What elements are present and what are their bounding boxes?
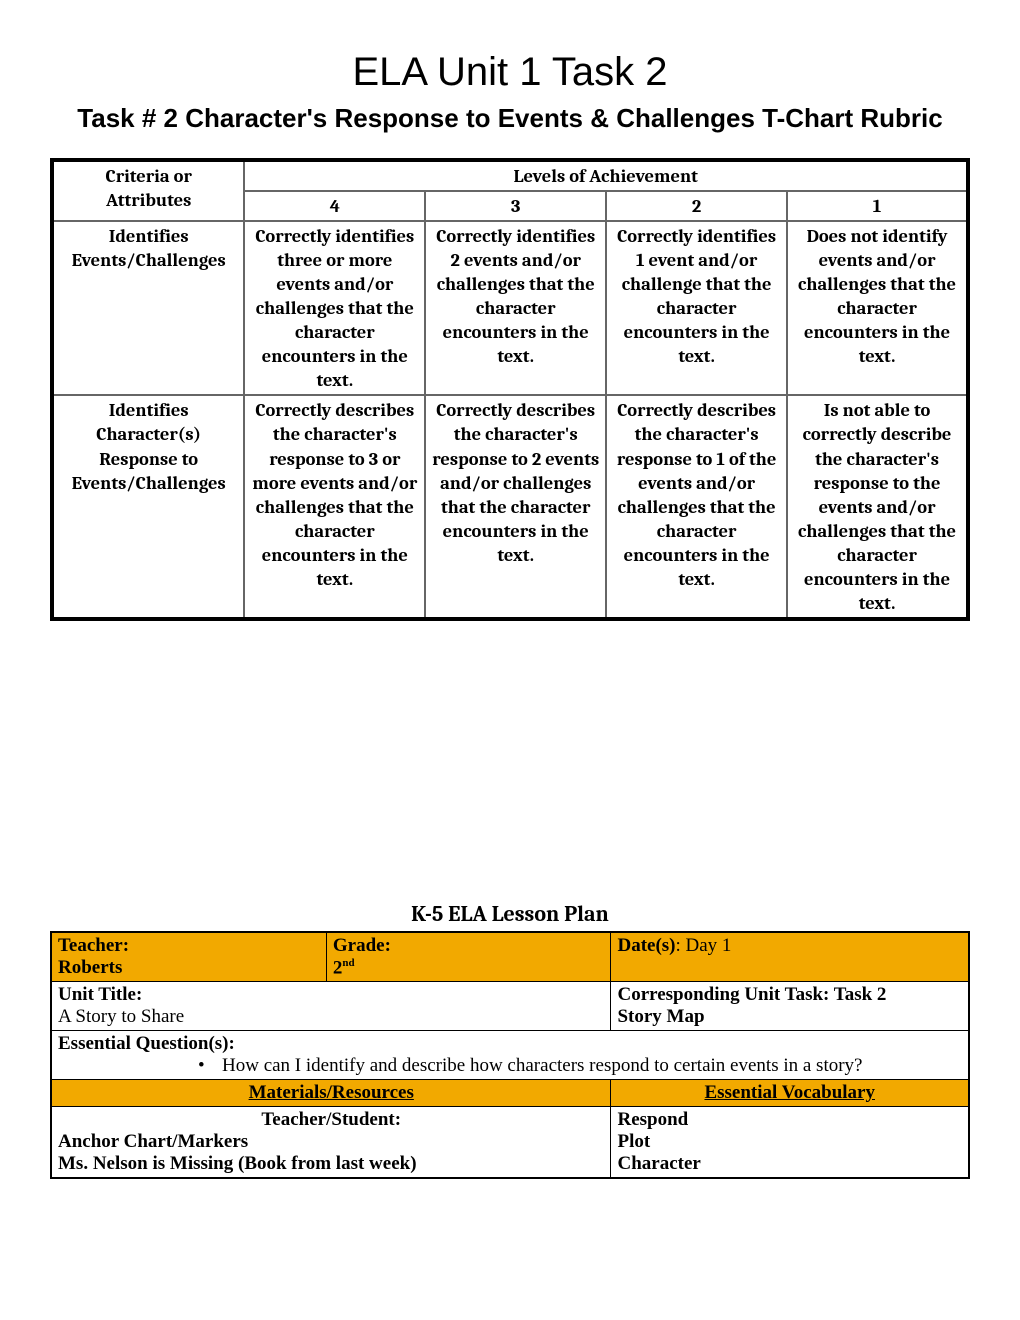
materials-cell: Teacher/Student: Anchor Chart/Markers Ms… xyxy=(51,1107,611,1179)
dates-label: Date(s) xyxy=(617,935,675,956)
lesson-row-teacher: Teacher: Roberts Grade: 2nd Date(s): Day… xyxy=(51,932,969,982)
eq-bullet-text: How can I identify and describe how char… xyxy=(222,1055,862,1077)
vocab-header: Essential Vocabulary xyxy=(611,1080,969,1107)
unit-title-value: A Story to Share xyxy=(58,1006,184,1027)
corr-task-value: Story Map xyxy=(617,1006,704,1027)
rubric-row-1-cell-2: Correctly identifies 1 event and/or chal… xyxy=(606,221,787,395)
corr-task-cell: Corresponding Unit Task: Task 2 Story Ma… xyxy=(611,982,969,1031)
r1-criteria-l1: Identifies xyxy=(109,225,189,247)
lesson-row-content: Teacher/Student: Anchor Chart/Markers Ms… xyxy=(51,1107,969,1179)
materials-l2: Ms. Nelson is Missing (Book from last we… xyxy=(58,1153,604,1175)
rubric-table: Criteria or Attributes Levels of Achieve… xyxy=(50,158,970,621)
r2-criteria-l1: Identifies xyxy=(109,399,189,421)
rubric-row-2-cell-3: Correctly describes the character's resp… xyxy=(425,395,606,618)
eq-cell: Essential Question(s): • How can I ident… xyxy=(51,1031,969,1080)
criteria-header-line2: Attributes xyxy=(106,189,191,211)
materials-subhead: Teacher/Student: xyxy=(58,1109,604,1131)
unit-title-cell: Unit Title: A Story to Share xyxy=(51,982,611,1031)
eq-label: Essential Question(s): xyxy=(58,1033,235,1054)
lesson-row-unit: Unit Title: A Story to Share Correspondi… xyxy=(51,982,969,1031)
bullet-icon: • xyxy=(198,1055,222,1077)
levels-header: Levels of Achievement xyxy=(244,160,968,191)
lesson-row-eq: Essential Question(s): • How can I ident… xyxy=(51,1031,969,1080)
r1-criteria-l2: Events/Challenges xyxy=(72,249,226,271)
grade-label: Grade: xyxy=(333,935,391,956)
rubric-header-row-1: Criteria or Attributes Levels of Achieve… xyxy=(52,160,968,191)
rubric-row-1-criteria: Identifies Events/Challenges xyxy=(52,221,244,395)
rubric-row-2-cell-4: Correctly describes the character's resp… xyxy=(244,395,425,618)
dates-cell: Date(s): Day 1 xyxy=(611,932,969,982)
vocab-l1: Respond xyxy=(617,1109,962,1131)
rubric-row-1-cell-1: Does not identify events and/or challeng… xyxy=(787,221,968,395)
lesson-plan-heading: K-5 ELA Lesson Plan xyxy=(50,901,970,927)
criteria-header: Criteria or Attributes xyxy=(52,160,244,221)
r2-criteria-l3: Response to xyxy=(99,448,198,470)
page-title: ELA Unit 1 Task 2 xyxy=(50,50,970,95)
rubric-row-2-cell-1: Is not able to correctly describe the ch… xyxy=(787,395,968,618)
rubric-row-1: Identifies Events/Challenges Correctly i… xyxy=(52,221,968,395)
rubric-row-2-cell-2: Correctly describes the character's resp… xyxy=(606,395,787,618)
eq-bullet-row: • How can I identify and describe how ch… xyxy=(58,1055,962,1077)
rubric-row-1-cell-4: Correctly identifies three or more event… xyxy=(244,221,425,395)
materials-header: Materials/Resources xyxy=(51,1080,611,1107)
teacher-cell: Teacher: Roberts xyxy=(51,932,326,982)
level-4-header: 4 xyxy=(244,191,425,221)
vocab-cell: Respond Plot Character xyxy=(611,1107,969,1179)
r2-criteria-l4: Events/Challenges xyxy=(72,472,226,494)
rubric-row-2-criteria: Identifies Character(s) Response to Even… xyxy=(52,395,244,618)
lesson-plan-table: Teacher: Roberts Grade: 2nd Date(s): Day… xyxy=(50,931,970,1179)
level-1-header: 1 xyxy=(787,191,968,221)
r2-criteria-l2: Character(s) xyxy=(96,423,201,445)
rubric-row-2: Identifies Character(s) Response to Even… xyxy=(52,395,968,618)
teacher-value: Roberts xyxy=(58,957,122,978)
vocab-l2: Plot xyxy=(617,1131,962,1153)
page-subtitle: Task # 2 Character's Response to Events … xyxy=(50,103,970,134)
corr-task-label: Corresponding Unit Task: Task 2 xyxy=(617,984,886,1005)
grade-value: 2 xyxy=(333,957,343,978)
rubric-row-1-cell-3: Correctly identifies 2 events and/or cha… xyxy=(425,221,606,395)
grade-suffix: nd xyxy=(342,957,354,969)
level-3-header: 3 xyxy=(425,191,606,221)
dates-value: : Day 1 xyxy=(676,935,732,956)
vocab-l3: Character xyxy=(617,1153,962,1175)
lesson-row-headers: Materials/Resources Essential Vocabulary xyxy=(51,1080,969,1107)
level-2-header: 2 xyxy=(606,191,787,221)
criteria-header-line1: Criteria or xyxy=(106,165,192,187)
teacher-label: Teacher: xyxy=(58,935,129,956)
unit-title-label: Unit Title: xyxy=(58,984,142,1005)
grade-cell: Grade: 2nd xyxy=(326,932,611,982)
materials-l1: Anchor Chart/Markers xyxy=(58,1131,604,1153)
